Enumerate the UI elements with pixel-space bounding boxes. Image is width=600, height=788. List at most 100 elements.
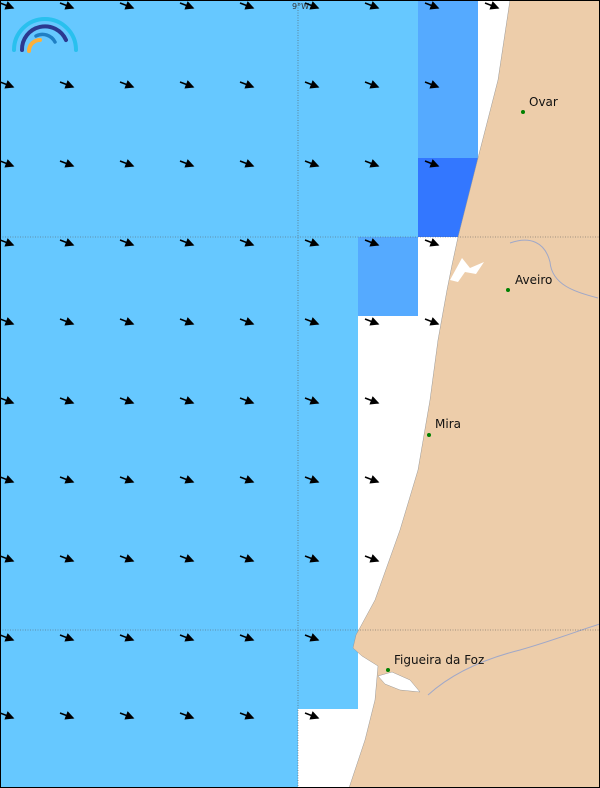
wind-direction-arrow-icon (364, 159, 380, 168)
wind-direction-arrow-icon (239, 1, 255, 10)
wind-arrows (0, 1, 500, 720)
wind-direction-arrow-icon (364, 1, 380, 10)
wind-direction-arrow-icon (179, 80, 195, 89)
wind-direction-arrow-icon (119, 475, 135, 484)
wind-direction-arrow-icon (119, 317, 135, 326)
longitude-label: 9°W (292, 2, 309, 11)
sea-cell (358, 237, 418, 316)
wind-direction-arrow-icon (304, 238, 320, 247)
wind-direction-arrow-icon (424, 80, 440, 89)
wind-direction-arrow-icon (179, 554, 195, 563)
sea-cell (0, 0, 418, 237)
wind-direction-arrow-icon (239, 475, 255, 484)
wind-direction-arrow-icon (0, 1, 15, 10)
wind-direction-arrow-icon (239, 396, 255, 405)
wind-direction-arrow-icon (0, 711, 15, 720)
wind-direction-arrow-icon (179, 396, 195, 405)
land (348, 0, 600, 788)
wind-direction-arrow-icon (119, 554, 135, 563)
sea-cell (418, 0, 478, 158)
lagoon (450, 258, 484, 282)
wind-direction-arrow-icon (59, 238, 75, 247)
city-label-ovar[interactable]: Ovar (529, 95, 558, 109)
wind-direction-arrow-icon (424, 1, 440, 10)
wind-direction-arrow-icon (0, 80, 15, 89)
wind-direction-arrow-icon (119, 238, 135, 247)
wind-direction-arrow-icon (304, 80, 320, 89)
city-label-mira[interactable]: Mira (435, 417, 461, 431)
wind-direction-arrow-icon (484, 1, 500, 10)
wind-direction-arrow-icon (179, 475, 195, 484)
wind-direction-arrow-icon (59, 159, 75, 168)
wind-direction-arrow-icon (304, 396, 320, 405)
wind-direction-arrow-icon (179, 711, 195, 720)
wind-direction-arrow-icon (179, 159, 195, 168)
wind-direction-arrow-icon (239, 238, 255, 247)
wind-direction-arrow-icon (239, 317, 255, 326)
wind-direction-arrow-icon (424, 317, 440, 326)
wind-direction-arrow-icon (239, 633, 255, 642)
wind-direction-arrow-icon (364, 396, 380, 405)
wind-direction-arrow-icon (364, 554, 380, 563)
wind-direction-arrow-icon (304, 711, 320, 720)
wind-direction-arrow-icon (364, 80, 380, 89)
estuary (377, 671, 421, 693)
wind-direction-arrow-icon (0, 238, 15, 247)
wind-direction-arrow-icon (59, 80, 75, 89)
wind-direction-arrow-icon (59, 1, 75, 10)
wind-direction-arrow-icon (424, 238, 440, 247)
wind-direction-arrow-icon (59, 317, 75, 326)
wind-direction-arrow-icon (239, 80, 255, 89)
wind-direction-arrow-icon (239, 554, 255, 563)
wind-direction-arrow-icon (364, 317, 380, 326)
wind-direction-arrow-icon (0, 633, 15, 642)
wind-direction-arrow-icon (424, 159, 440, 168)
wind-direction-arrow-icon (119, 80, 135, 89)
city-label-figueira-da-foz[interactable]: Figueira da Foz (394, 653, 484, 667)
wind-direction-arrow-icon (179, 633, 195, 642)
wind-direction-arrow-icon (239, 711, 255, 720)
wind-direction-arrow-icon (0, 159, 15, 168)
wind-direction-arrow-icon (304, 1, 320, 10)
city-label-aveiro[interactable]: Aveiro (515, 273, 552, 287)
wind-direction-arrow-icon (119, 711, 135, 720)
wind-direction-arrow-icon (0, 317, 15, 326)
wind-direction-arrow-icon (304, 317, 320, 326)
wind-direction-arrow-icon (59, 554, 75, 563)
wind-direction-arrow-icon (304, 554, 320, 563)
wind-direction-arrow-icon (179, 317, 195, 326)
wind-direction-arrow-icon (59, 633, 75, 642)
city-dot-aveiro (506, 288, 510, 292)
wind-direction-arrow-icon (119, 633, 135, 642)
wind-direction-arrow-icon (59, 396, 75, 405)
wind-direction-arrow-icon (239, 159, 255, 168)
wind-direction-arrow-icon (179, 1, 195, 10)
sea-cell (0, 237, 358, 709)
wind-direction-arrow-icon (0, 554, 15, 563)
cities: Ovar Aveiro Mira Figueira da Foz (386, 95, 558, 672)
sea-cells (0, 0, 478, 788)
wind-direction-arrow-icon (304, 159, 320, 168)
wind-direction-arrow-icon (179, 238, 195, 247)
wind-direction-arrow-icon (304, 633, 320, 642)
wind-direction-arrow-icon (364, 475, 380, 484)
wind-direction-arrow-icon (364, 238, 380, 247)
sea-cell (0, 709, 298, 788)
rainbow-arc-logo (12, 17, 78, 53)
wind-direction-arrow-icon (59, 475, 75, 484)
wind-direction-arrow-icon (0, 396, 15, 405)
wind-direction-arrow-icon (59, 711, 75, 720)
wind-direction-arrow-icon (119, 1, 135, 10)
city-dot-figueira (386, 668, 390, 672)
river (427, 623, 600, 696)
wind-direction-arrow-icon (0, 475, 15, 484)
wind-direction-arrow-icon (304, 475, 320, 484)
wind-direction-arrow-icon (119, 159, 135, 168)
city-dot-mira (427, 433, 431, 437)
wind-direction-arrow-icon (119, 396, 135, 405)
city-dot-ovar (521, 110, 525, 114)
river (509, 239, 599, 299)
